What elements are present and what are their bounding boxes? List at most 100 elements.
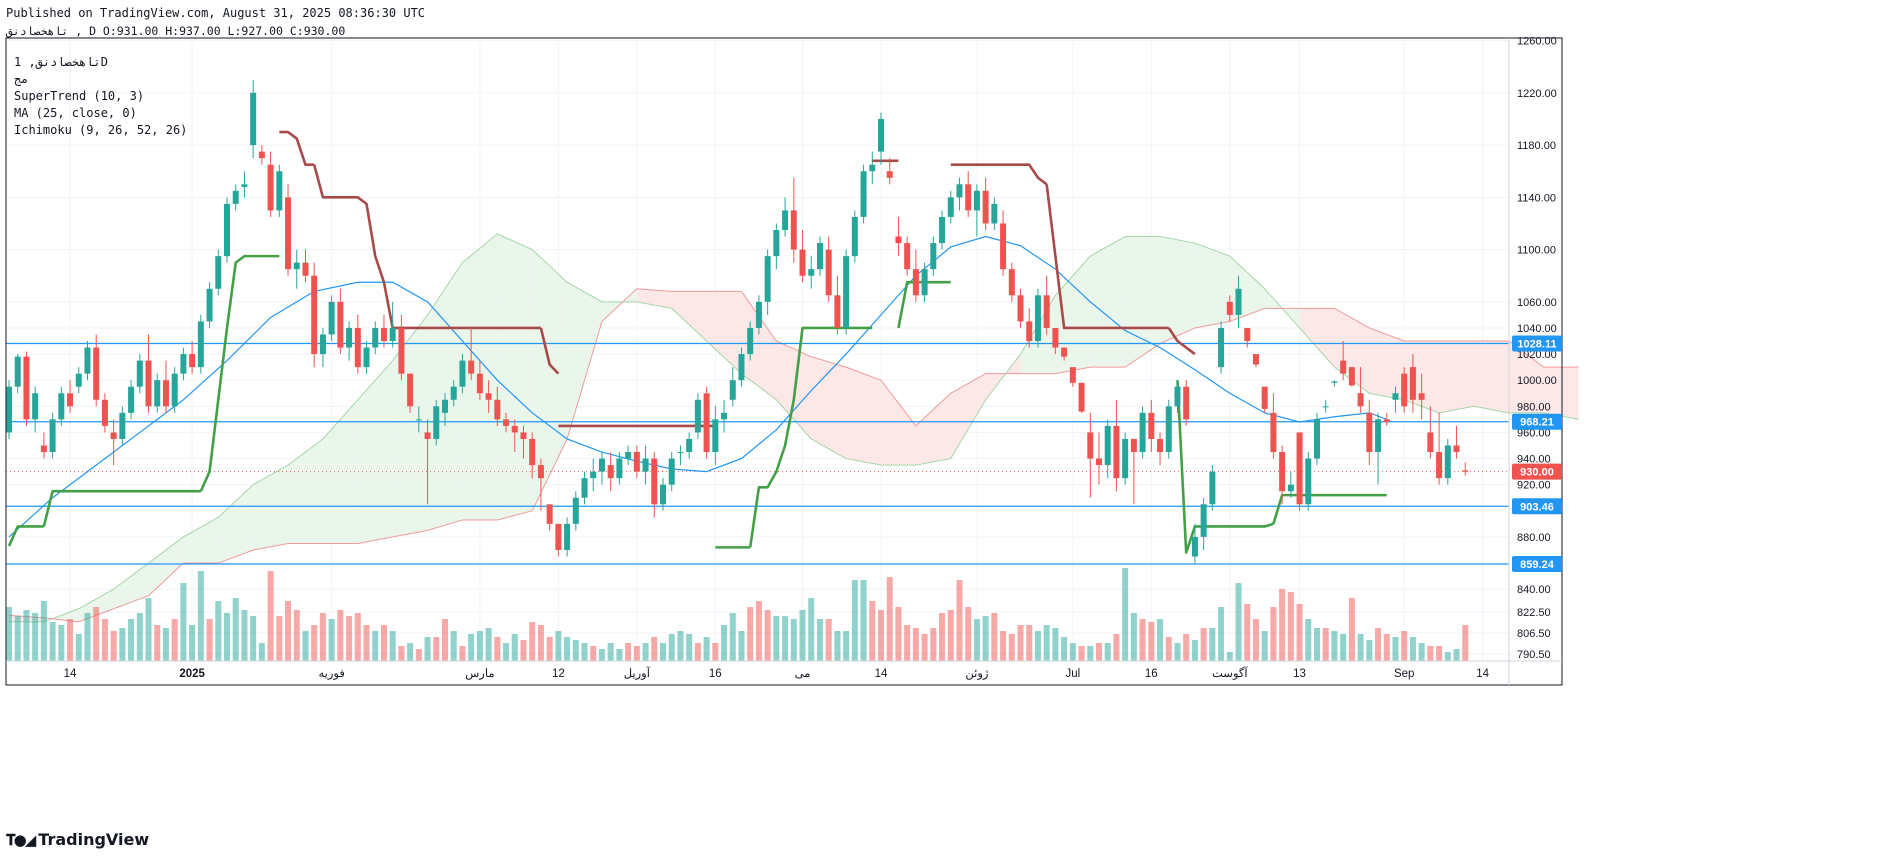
legend-indicator-ichimoku[interactable]: Ichimoku (9, 26, 52, 26) [14, 123, 188, 137]
volume-bar [58, 625, 65, 661]
volume-bar [232, 598, 239, 661]
candle-body [965, 184, 972, 211]
volume-bar [407, 643, 414, 661]
tradingview-logo[interactable]: 𝐓●◢ TradingView [6, 830, 149, 849]
y-tick-label: 790.50 [1517, 649, 1551, 661]
volume-bar [1174, 643, 1181, 661]
volume-bar [154, 625, 161, 661]
candle-body [1096, 458, 1102, 466]
volume-bar [747, 607, 754, 661]
cloud-segment [1194, 243, 1230, 328]
volume-bar [206, 619, 213, 661]
candle-body [84, 347, 91, 374]
volume-bar [764, 610, 771, 661]
volume-bar [1052, 628, 1059, 661]
volume-bar [912, 628, 919, 661]
volume-bar [947, 610, 954, 661]
volume-bar [616, 649, 623, 661]
volume-bar [1279, 589, 1286, 661]
candle-body [1235, 288, 1242, 315]
volume-bar [145, 598, 152, 661]
candle-body [1418, 393, 1425, 400]
volume-bar [703, 637, 710, 661]
legend-indicator-ma[interactable]: MA (25, close, 0) [14, 106, 137, 120]
volume-bar [319, 613, 326, 661]
candle-body [337, 301, 344, 348]
cloud-segment [636, 288, 672, 309]
volume-bar [686, 634, 693, 661]
volume-bar [982, 616, 989, 661]
candle-body [145, 360, 152, 407]
candle-body [1034, 295, 1041, 342]
candle-body [285, 197, 292, 270]
volume-bar [860, 580, 867, 661]
candle-body [651, 458, 658, 505]
candle-body [1444, 445, 1451, 479]
y-tick-label: 1220.00 [1517, 88, 1557, 100]
volume-bar [14, 616, 21, 661]
candle-body [232, 190, 239, 204]
volume-bar [354, 613, 361, 661]
candle-body [755, 301, 762, 328]
volume-bar [1444, 652, 1451, 661]
volume-bar [1226, 652, 1233, 661]
volume-bar [816, 619, 823, 661]
x-tick-label: ژوئن [965, 668, 989, 680]
volume-bar [1096, 643, 1102, 661]
volume-bar [258, 643, 265, 661]
candle-body [258, 151, 265, 159]
volume-bar [773, 616, 780, 661]
candle-body [276, 171, 283, 211]
candle-body [851, 216, 858, 257]
candle-body [197, 321, 204, 368]
cloud-segment [1299, 308, 1335, 368]
volume-bar [459, 646, 466, 661]
candle-body [1279, 452, 1286, 492]
candle-body [1331, 381, 1338, 383]
candle-body [32, 393, 39, 420]
supertrend-segment [312, 164, 402, 330]
x-tick-label: Sep [1394, 668, 1414, 680]
volume-bar [293, 610, 300, 661]
cloud-segment [1160, 236, 1195, 344]
candle-body [625, 452, 632, 459]
candle-body [1375, 419, 1382, 453]
candle-body [398, 327, 405, 374]
price-badge-label: 930.00 [1520, 467, 1554, 479]
volume-bar [991, 613, 998, 661]
candle-body [1026, 321, 1033, 342]
candle-body [215, 256, 222, 289]
candle-body [1287, 484, 1294, 492]
candle-body [973, 190, 980, 211]
candle-body [415, 419, 422, 421]
candle-body [642, 458, 649, 472]
candle-body [363, 347, 370, 368]
candle-body [1357, 393, 1364, 407]
candle-body [764, 256, 771, 302]
y-tick-label: 920.00 [1517, 480, 1551, 492]
volume-bar [1331, 631, 1338, 661]
volume-bar [1287, 592, 1294, 661]
volume-bar [1183, 634, 1190, 661]
candle-body [1069, 367, 1076, 383]
candle-body [773, 229, 780, 257]
volume-bar [328, 619, 335, 661]
supertrend-segment [1272, 493, 1387, 525]
candle-body [311, 275, 318, 355]
volume-bar [372, 631, 379, 661]
candle-body [380, 327, 387, 342]
chart-legend: تاهخصادنق, 1D مج SuperTrend (10, 3) MA (… [14, 54, 187, 139]
candle-body [267, 164, 274, 211]
volume-bar [1209, 628, 1216, 661]
candle-body [23, 356, 30, 420]
supertrend-segment [748, 326, 812, 548]
cloud-segment [322, 399, 358, 544]
price-badge-label: 903.46 [1520, 501, 1554, 513]
candle-body [136, 360, 143, 387]
y-tick-label: 806.50 [1517, 628, 1551, 640]
volume-bar [224, 613, 230, 661]
volume-bar [904, 625, 911, 661]
legend-indicator-supertrend[interactable]: SuperTrend (10, 3) [14, 89, 145, 103]
volume-bar [49, 622, 56, 661]
